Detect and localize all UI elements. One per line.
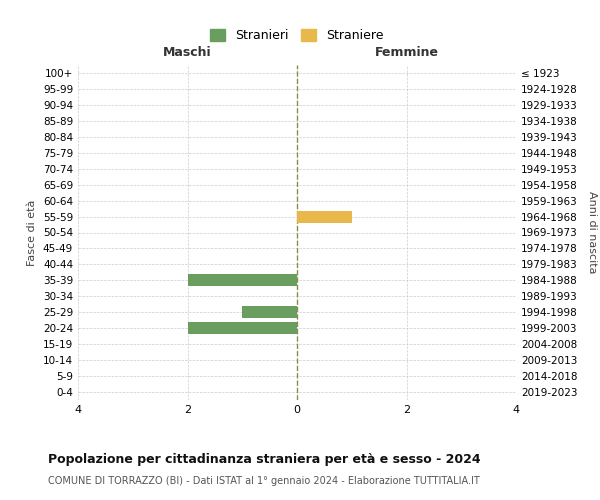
Y-axis label: Anni di nascita: Anni di nascita <box>587 191 597 274</box>
Text: Femmine: Femmine <box>374 46 439 60</box>
Text: Maschi: Maschi <box>163 46 212 60</box>
Legend: Stranieri, Straniere: Stranieri, Straniere <box>205 24 389 48</box>
Bar <box>297 210 352 222</box>
Y-axis label: Fasce di età: Fasce di età <box>28 200 37 266</box>
Text: Popolazione per cittadinanza straniera per età e sesso - 2024: Popolazione per cittadinanza straniera p… <box>48 452 481 466</box>
Bar <box>187 322 297 334</box>
Text: COMUNE DI TORRAZZO (BI) - Dati ISTAT al 1° gennaio 2024 - Elaborazione TUTTITALI: COMUNE DI TORRAZZO (BI) - Dati ISTAT al … <box>48 476 480 486</box>
Bar <box>187 274 297 286</box>
Bar <box>242 306 297 318</box>
